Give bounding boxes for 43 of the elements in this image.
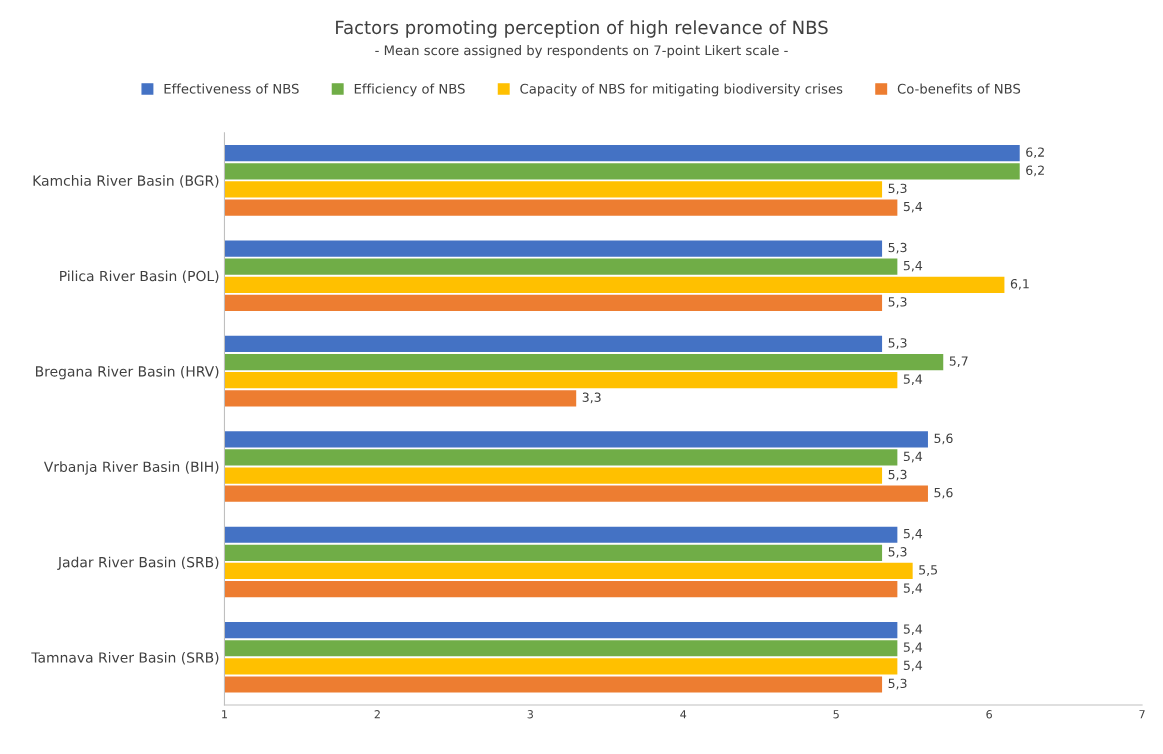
- x-tick-label: 3: [527, 710, 533, 719]
- data-label: 5,5: [919, 565, 938, 576]
- data-label: 5,4: [903, 624, 923, 636]
- data-label: 5,4: [903, 660, 923, 672]
- x-tick-label: 7: [1139, 710, 1145, 719]
- data-label: 6,2: [1026, 147, 1044, 159]
- data-label: 5,3: [888, 242, 907, 254]
- data-label: 5,3: [888, 678, 907, 690]
- data-label: 5,3: [888, 183, 907, 195]
- chart-title: Factors promoting perception of high relevance of NBS: [336, 20, 828, 38]
- data-label: 5,3: [888, 469, 907, 481]
- data-label: 5,3: [888, 338, 907, 349]
- data-label: 5,4: [903, 529, 923, 540]
- data-label: 5,3: [888, 547, 907, 558]
- data-label: 5,4: [903, 374, 923, 386]
- data-label: 5,6: [934, 433, 953, 445]
- x-tick-label: 6: [986, 710, 992, 719]
- data-label: 6,1: [1010, 279, 1029, 290]
- data-label: 5,3: [888, 297, 907, 308]
- data-label: 6,2: [1026, 165, 1044, 177]
- x-tick-label: 4: [680, 710, 687, 719]
- chart-subtitle: - Mean score assigned by respondents on 7-point Likert scale -: [375, 45, 788, 58]
- data-label: 5,7: [949, 356, 968, 367]
- y-tick-label: Bregana River Basin (HRV): [36, 365, 219, 380]
- legend-label: Capacity of NBS for mitigating biodiversity crises: [520, 83, 843, 97]
- data-label: 3,3: [582, 392, 601, 404]
- x-tick-label: 2: [374, 710, 380, 719]
- x-tick-label: 5: [833, 710, 839, 719]
- data-label: 5,4: [903, 642, 923, 654]
- data-label: 5,4: [903, 451, 923, 463]
- x-tick-label: 1: [222, 710, 227, 719]
- legend-label: Co-benefits of NBS: [897, 83, 1021, 94]
- data-label: 5,4: [903, 583, 923, 594]
- y-tick-label: Kamchia River Basin (BGR): [33, 175, 219, 188]
- legend-label: Efficiency of NBS: [354, 83, 465, 97]
- data-label: 5,6: [934, 487, 953, 499]
- data-label: 5,4: [903, 261, 923, 272]
- y-tick-label: Vrbanja River Basin (BIH): [43, 461, 219, 475]
- data-label: 5,4: [903, 201, 923, 213]
- y-tick-label: Tamnava River Basin (SRB): [31, 652, 219, 665]
- legend-label: Effectiveness of NBS: [164, 83, 299, 94]
- y-tick-label: Pilica River Basin (POL): [60, 270, 219, 283]
- y-tick-label: Jadar River Basin (SRB): [57, 556, 219, 570]
